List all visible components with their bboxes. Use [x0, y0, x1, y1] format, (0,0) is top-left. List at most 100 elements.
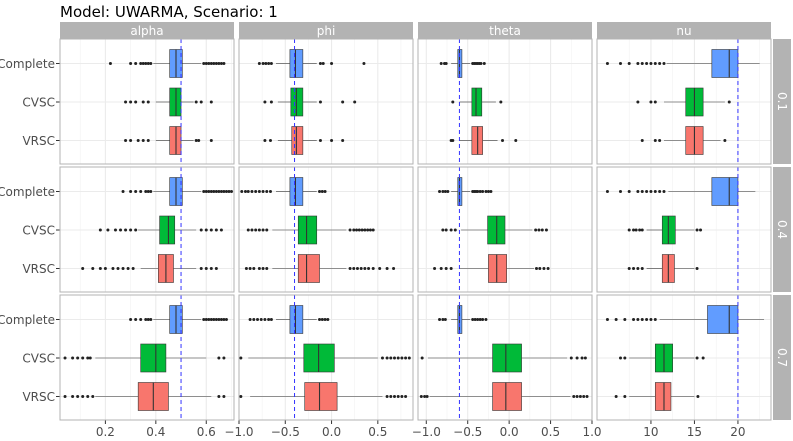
outlier-point [723, 139, 727, 142]
outlier-point [239, 395, 243, 398]
outlier-point [638, 228, 642, 232]
outlier-point [330, 62, 334, 65]
y-tick-label-cvsc: CVSC [22, 224, 55, 238]
outlier-point [91, 267, 95, 270]
outlier-point [371, 228, 375, 232]
outlier-point [575, 395, 579, 398]
box-complete [289, 177, 304, 206]
outlier-point [144, 318, 148, 321]
facet-strip-row-2 [773, 295, 791, 420]
box-cvsc [140, 343, 167, 373]
outlier-point [645, 62, 649, 65]
outlier-point [451, 139, 455, 142]
outlier-point [134, 100, 138, 104]
outlier-point [392, 395, 396, 398]
outlier-point [98, 267, 102, 270]
outlier-point [481, 190, 485, 193]
outlier-point [103, 267, 107, 270]
outlier-point [486, 190, 490, 193]
outlier-point [627, 62, 631, 65]
outlier-point [501, 139, 505, 142]
outlier-point [199, 100, 203, 104]
panel-theta-0.1 [417, 38, 593, 165]
outlier-point [537, 228, 541, 232]
outlier-point [404, 356, 408, 360]
outlier-point [248, 267, 252, 270]
outlier-point [695, 267, 699, 270]
outlier-point [380, 356, 384, 360]
outlier-point [261, 228, 265, 232]
y-tick-label-cvsc: CVSC [22, 352, 55, 366]
outlier-point [111, 267, 115, 270]
outlier-point [662, 62, 666, 65]
outlier-point [352, 267, 356, 270]
outlier-point [318, 139, 322, 142]
outlier-point [222, 190, 226, 193]
outlier-point [389, 395, 393, 398]
outlier-point [636, 62, 640, 65]
outlier-point [134, 228, 138, 232]
box-vrsc [297, 254, 320, 283]
outlier-point [392, 267, 396, 270]
outlier-point [121, 190, 125, 193]
outlier-point [144, 190, 148, 193]
outlier-point [214, 267, 218, 270]
facet-strip-row-label-0: 0.1 [775, 92, 789, 111]
outlier-point [453, 228, 457, 232]
facet-strip-label-nu: nu [676, 24, 691, 38]
x-tick-label: 20 [730, 425, 745, 439]
outlier-point [389, 356, 393, 360]
outlier-point [580, 356, 584, 360]
outlier-point [438, 318, 442, 321]
outlier-point [353, 100, 357, 104]
outlier-point [124, 139, 128, 142]
outlier-point [451, 100, 455, 104]
outlier-point [636, 100, 640, 104]
outlier-point [246, 228, 250, 232]
x-tick-label: 0.0 [500, 425, 519, 439]
facet-strip-phi [239, 22, 413, 39]
outlier-point [438, 190, 442, 193]
facet-strip-alpha [60, 22, 234, 39]
outlier-point [209, 318, 213, 321]
outlier-point [194, 139, 198, 142]
outlier-point [362, 62, 366, 65]
outlier-point [217, 395, 221, 398]
outlier-point [321, 62, 325, 65]
outlier-point [653, 190, 657, 193]
outlier-point [261, 190, 265, 193]
facet-strip-theta [418, 22, 592, 39]
outlier-point [248, 318, 252, 321]
outlier-point [256, 318, 260, 321]
y-tick-label-complete: Complete [0, 57, 55, 71]
outlier-point [217, 356, 221, 360]
outlier-point [471, 318, 475, 321]
outlier-point [662, 190, 666, 193]
outlier-point [583, 356, 587, 360]
outlier-point [129, 62, 133, 65]
outlier-point [246, 190, 250, 193]
outlier-point [357, 228, 361, 232]
outlier-point [202, 62, 206, 65]
facet-strip-row-0 [773, 39, 791, 164]
outlier-point [81, 395, 85, 398]
outlier-point [261, 267, 265, 270]
outlier-point [207, 190, 211, 193]
outlier-point [542, 267, 546, 270]
box-complete [289, 305, 304, 334]
facet-strip-row-1 [773, 167, 791, 292]
outlier-point [264, 62, 268, 65]
x-tick-label: 0.0 [322, 425, 341, 439]
outlier-point [116, 267, 120, 270]
outlier-point [124, 228, 128, 232]
outlier-point [257, 190, 261, 193]
outlier-point [330, 139, 334, 142]
outlier-point [86, 395, 90, 398]
outlier-point [572, 395, 576, 398]
outlier-point [318, 190, 322, 193]
x-tick-label: −0.5 [453, 425, 482, 439]
outlier-point [252, 267, 256, 270]
outlier-point [268, 139, 272, 142]
outlier-point [367, 267, 371, 270]
